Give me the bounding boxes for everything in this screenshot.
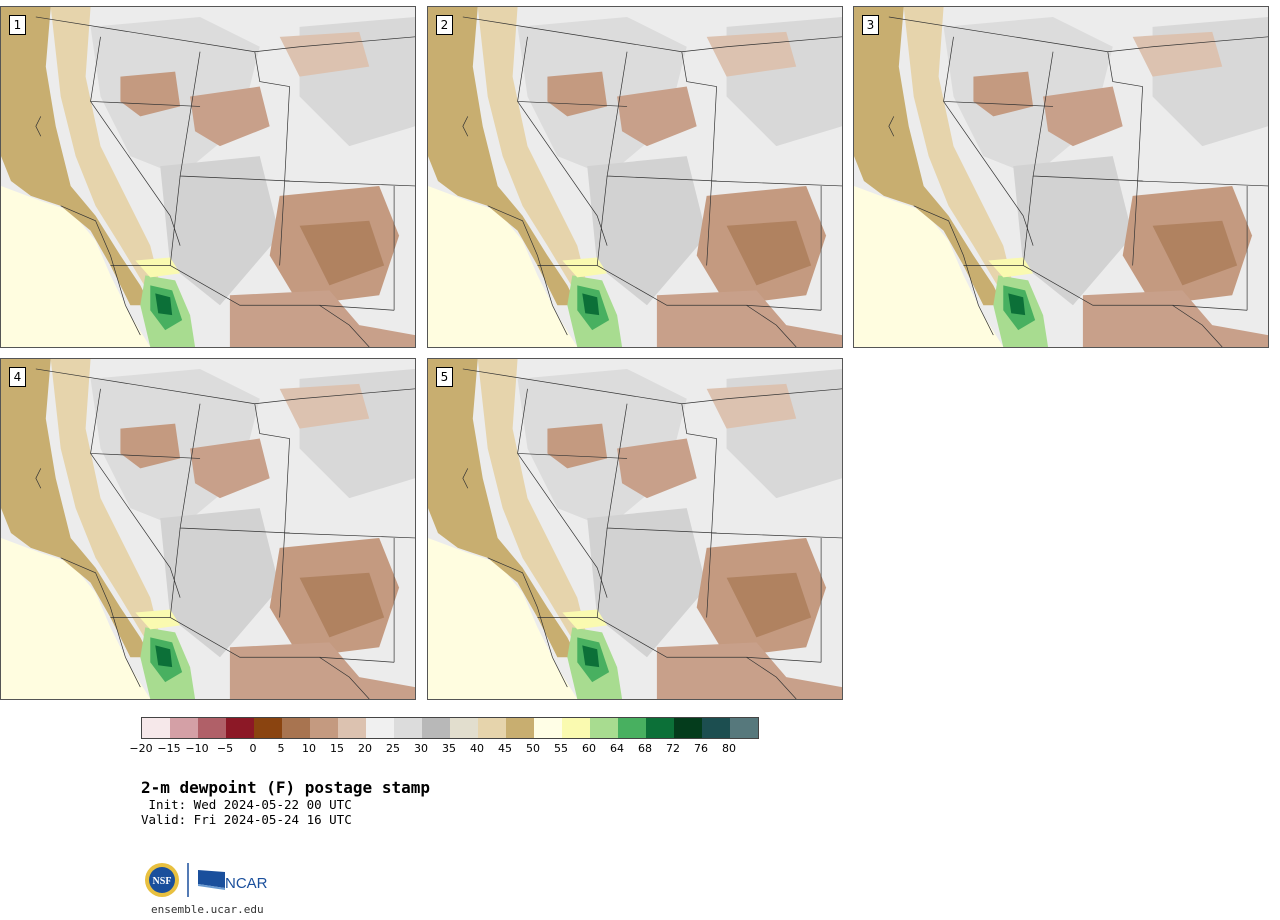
website-url: ensemble.ucar.edu	[151, 903, 264, 916]
colorbar-swatch	[254, 718, 282, 738]
colorbar-swatch	[590, 718, 618, 738]
colorbar-swatch	[366, 718, 394, 738]
dewpoint-map	[428, 359, 842, 699]
ncar-logo: NCAR	[198, 870, 268, 892]
colorbar-swatch	[534, 718, 562, 738]
panel-number: 1	[9, 15, 26, 35]
colorbar-tick-label: −5	[216, 742, 234, 755]
colorbar-swatch	[618, 718, 646, 738]
colorbar-tick-label: 45	[498, 742, 512, 755]
panel-number: 4	[9, 367, 26, 387]
nsf-logo: NSF	[145, 863, 179, 897]
colorbar-swatch	[422, 718, 450, 738]
colorbar-tick-label: 15	[330, 742, 344, 755]
colorbar-swatch	[142, 718, 170, 738]
stamp-panel-2: 2	[427, 6, 843, 348]
colorbar-swatch	[730, 718, 758, 738]
panel-number: 2	[436, 15, 453, 35]
colorbar-tick-label: 10	[302, 742, 316, 755]
valid-time: Valid: Fri 2024-05-24 16 UTC	[141, 812, 352, 827]
colorbar-tick-label: 68	[638, 742, 652, 755]
stamp-panel-5: 5	[427, 358, 843, 700]
colorbar-tick-label: 76	[694, 742, 708, 755]
colorbar-swatch	[478, 718, 506, 738]
dewpoint-map	[428, 7, 842, 347]
colorbar-swatch	[450, 718, 478, 738]
colorbar-swatch	[338, 718, 366, 738]
stamp-panel-4: 4	[0, 358, 416, 700]
colorbar-swatch	[310, 718, 338, 738]
colorbar-tick-label: −15	[157, 742, 181, 755]
colorbar	[141, 717, 759, 739]
colorbar-swatch	[674, 718, 702, 738]
colorbar-tick-label: 80	[722, 742, 736, 755]
nsf-logo-text: NSF	[153, 876, 172, 887]
colorbar-ticks: −20 −15 −10 −5 0 5 10 15 20 25 30 35 40 45 50 55 60 64 68 7…	[129, 742, 756, 758]
colorbar-tick-label: 0	[249, 742, 257, 755]
panel-number: 3	[862, 15, 879, 35]
colorbar-swatch	[394, 718, 422, 738]
stamp-panel-1: 1	[0, 6, 416, 348]
colorbar-tick-label: 35	[442, 742, 456, 755]
colorbar-tick-label: 60	[582, 742, 596, 755]
dewpoint-map	[1, 359, 415, 699]
logos: NSF NCAR	[143, 860, 283, 900]
colorbar-tick-label: 64	[610, 742, 624, 755]
colorbar-swatch	[198, 718, 226, 738]
colorbar-tick-label: 5	[277, 742, 285, 755]
panel-number: 5	[436, 367, 453, 387]
colorbar-swatch	[646, 718, 674, 738]
colorbar-tick-label: 40	[470, 742, 484, 755]
colorbar-swatch	[226, 718, 254, 738]
colorbar-tick-label: −20	[129, 742, 153, 755]
figure-title: 2-m dewpoint (F) postage stamp	[141, 778, 430, 797]
colorbar-tick-label: 20	[358, 742, 372, 755]
colorbar-swatch	[170, 718, 198, 738]
colorbar-swatch	[506, 718, 534, 738]
ncar-logo-text: NCAR	[225, 875, 268, 892]
colorbar-tick-label: 50	[526, 742, 540, 755]
colorbar-swatch	[562, 718, 590, 738]
colorbar-tick-label: −10	[185, 742, 209, 755]
colorbar-tick-label: 72	[666, 742, 680, 755]
dewpoint-map	[854, 7, 1268, 347]
stamp-panel-3: 3	[853, 6, 1269, 348]
colorbar-tick-label: 25	[386, 742, 400, 755]
init-time: Init: Wed 2024-05-22 00 UTC	[141, 797, 352, 812]
colorbar-swatch	[702, 718, 730, 738]
colorbar-swatch	[282, 718, 310, 738]
colorbar-tick-label: 55	[554, 742, 568, 755]
colorbar-tick-label: 30	[414, 742, 428, 755]
dewpoint-map	[1, 7, 415, 347]
